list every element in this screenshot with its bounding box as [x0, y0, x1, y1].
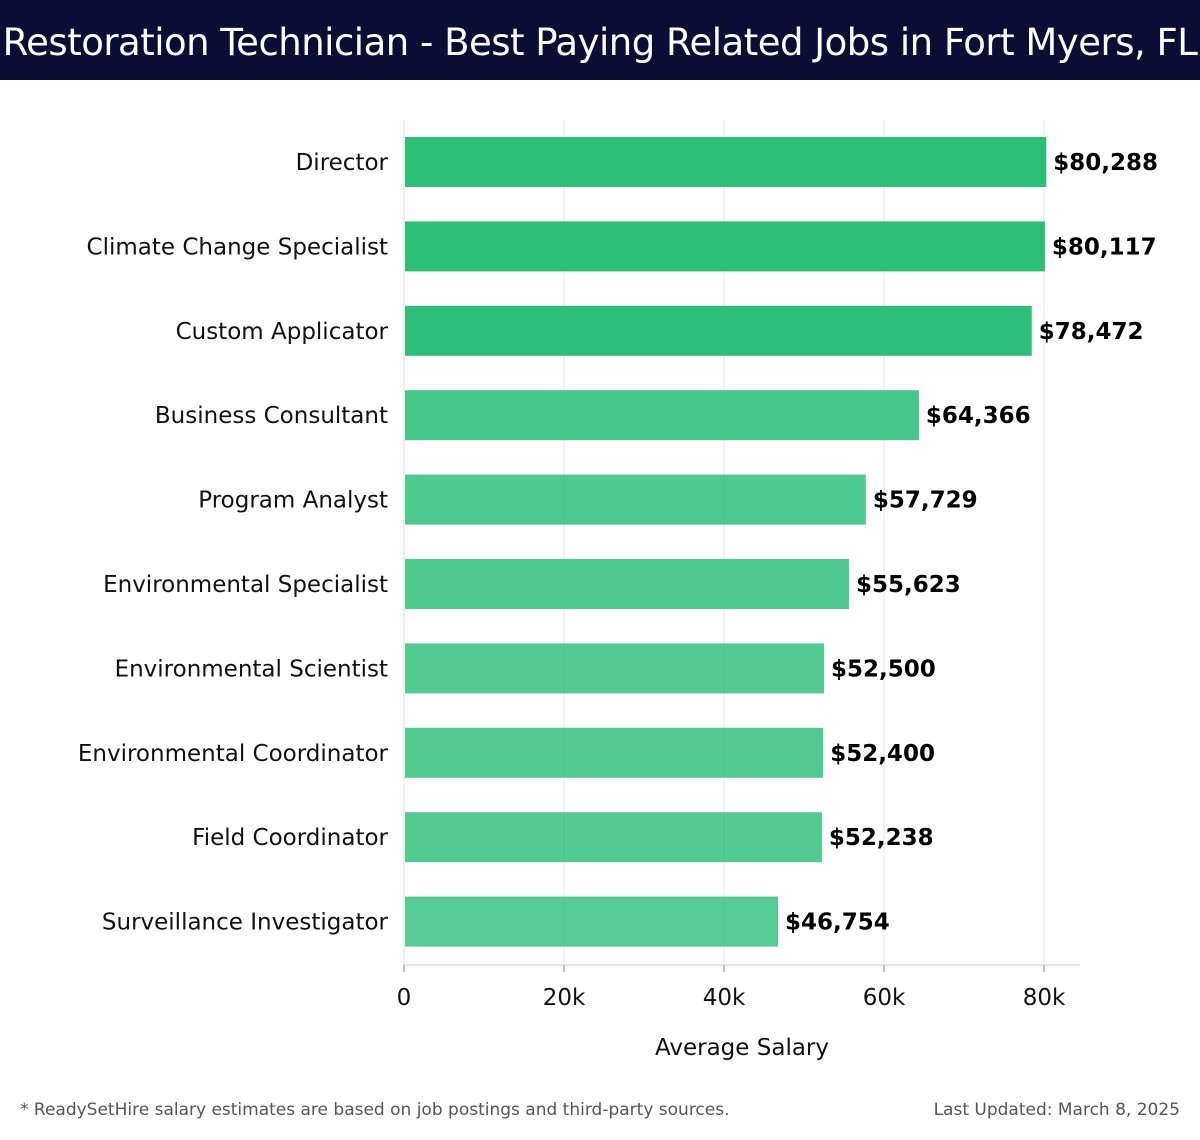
value-label: $52,400	[830, 741, 935, 767]
x-tick-label: 40k	[703, 985, 746, 1011]
x-tick-label: 20k	[543, 985, 586, 1011]
bar	[405, 474, 866, 525]
value-label: $64,366	[926, 403, 1031, 429]
value-label: $55,623	[856, 572, 961, 598]
bar	[405, 137, 1047, 187]
salary-bar-chart: Director $80,288 Climate Change Specialist…	[78, 120, 1158, 1061]
bar	[405, 221, 1045, 272]
footnote: * ReadySetHire salary estimates are base…	[20, 1100, 730, 1120]
category-label: Surveillance Investigator	[102, 910, 389, 936]
category-label: Director	[296, 150, 389, 176]
value-label: $80,288	[1053, 150, 1158, 176]
bar	[405, 727, 824, 778]
category-label: Environmental Coordinator	[78, 741, 389, 767]
category-label: Custom Applicator	[176, 319, 389, 345]
bar	[405, 812, 822, 863]
value-label: $52,500	[831, 656, 936, 682]
value-label: $52,238	[829, 825, 934, 851]
bar	[405, 559, 849, 609]
chart-title: Restoration Technician - Best Paying Rel…	[2, 21, 1198, 64]
category-label: Environmental Scientist	[115, 656, 388, 682]
category-label: Climate Change Specialist	[87, 234, 388, 260]
bar	[405, 896, 779, 947]
category-label: Program Analyst	[198, 488, 388, 514]
category-label: Field Coordinator	[192, 825, 388, 851]
value-label: $80,117	[1052, 234, 1157, 260]
x-tick-label: 0	[397, 985, 412, 1011]
bar	[405, 390, 919, 441]
last-updated: Last Updated: March 8, 2025	[933, 1100, 1180, 1120]
category-label: Business Consultant	[155, 403, 388, 429]
bar	[405, 643, 824, 694]
chart-header: Restoration Technician - Best Paying Rel…	[0, 0, 1200, 80]
value-label: $46,754	[785, 910, 890, 936]
x-tick-label: 60k	[863, 985, 906, 1011]
value-label: $78,472	[1039, 319, 1144, 345]
category-label: Environmental Specialist	[103, 572, 388, 598]
value-label: $57,729	[873, 488, 978, 514]
x-axis-label: Average Salary	[655, 1035, 829, 1061]
bar	[405, 305, 1032, 356]
x-tick-label: 80k	[1023, 985, 1066, 1011]
